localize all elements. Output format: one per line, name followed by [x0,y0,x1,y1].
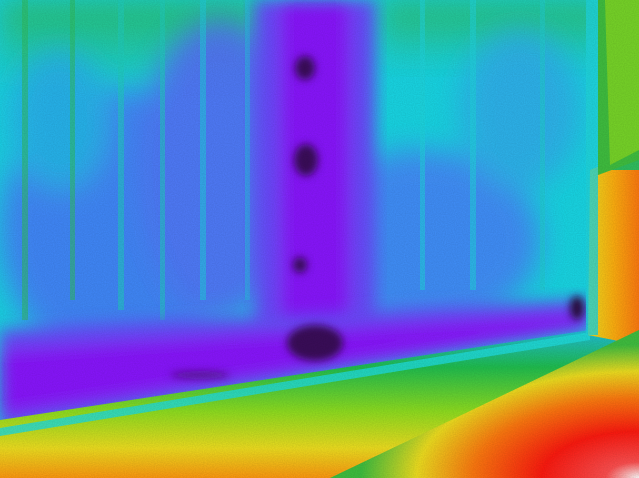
thermal-image [0,0,639,478]
